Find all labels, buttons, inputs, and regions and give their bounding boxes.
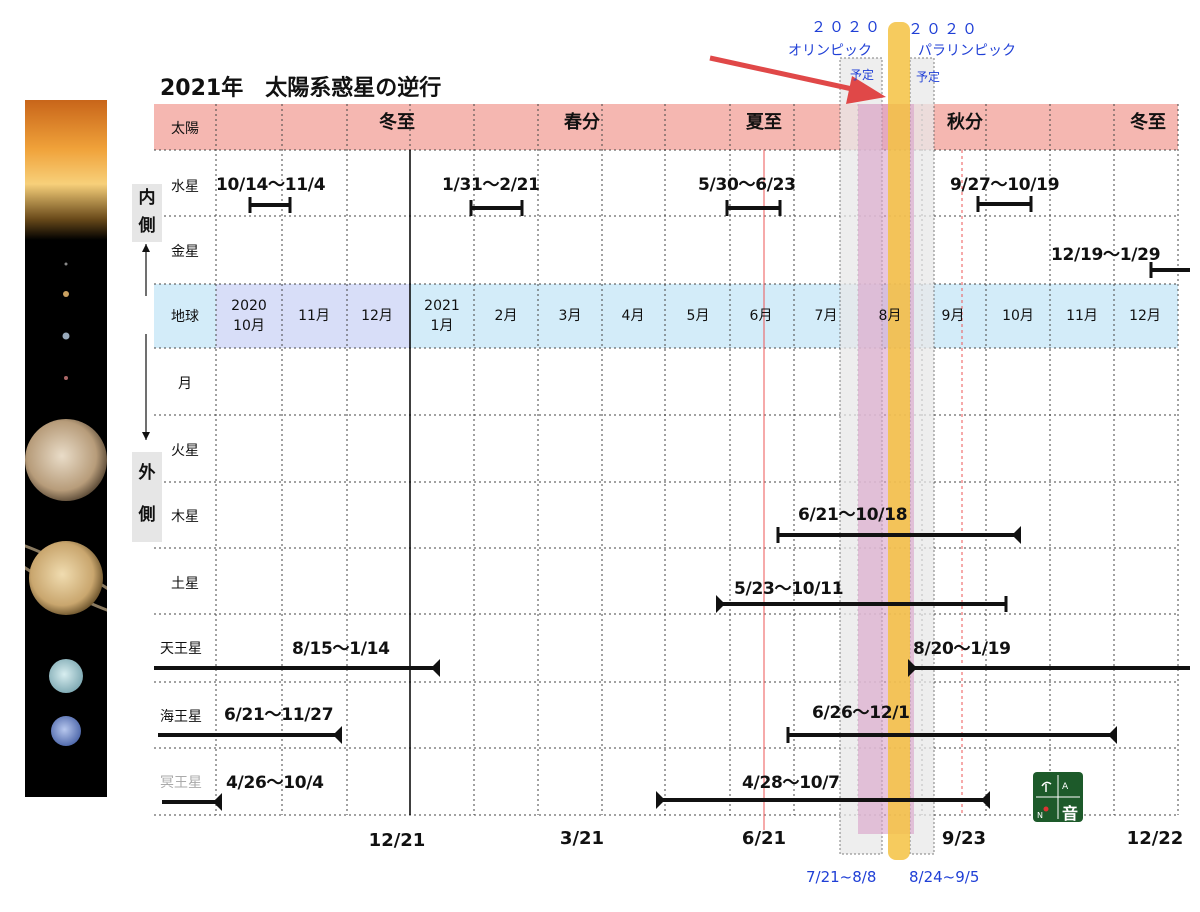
month-label: 12月: [361, 308, 393, 324]
uranus-disc: [49, 659, 83, 693]
mars-dot: [64, 376, 68, 380]
paralympics-title: パラリンピック: [918, 43, 1016, 59]
pointer-arrowhead: [846, 76, 886, 104]
row-label-moon: 月: [178, 376, 192, 392]
olympics-title: オリンピック: [788, 43, 872, 59]
saturn-disc: [29, 541, 103, 615]
month-label: 11月: [1066, 308, 1098, 324]
saturn-range-1: 5/23〜10/11: [734, 579, 844, 599]
olympics-year: ２０２０: [810, 18, 884, 36]
season-summer-solstice: 夏至: [746, 112, 782, 133]
row-label-mars: 火星: [171, 443, 199, 459]
neptune-disc: [51, 716, 81, 746]
highlight-yellow-bar: [888, 22, 910, 860]
row-label-earth: 地球: [171, 309, 199, 325]
bar-arrowhead: [981, 791, 990, 809]
season-autumn-equinox: 秋分: [947, 112, 983, 133]
earth-dot: [62, 332, 70, 340]
planet-image: [25, 100, 107, 746]
month-label: 6月: [749, 308, 773, 324]
mercury-range-4: 9/27〜10/19: [950, 175, 1060, 195]
sun-surface: [25, 100, 107, 240]
month-label: 3月: [558, 308, 582, 324]
jupiter-range-1: 6/21〜10/18: [798, 505, 908, 525]
logo: A N 音: [1033, 772, 1083, 823]
row-label-venus: 金星: [171, 244, 199, 260]
olympics-planned: 予定: [849, 68, 875, 82]
bar-arrowhead: [431, 659, 440, 677]
earth-band-2020: [216, 284, 410, 348]
row-label-sun: 太陽: [171, 121, 199, 137]
logo-mark: [1036, 775, 1080, 819]
date-autumn-equinox: 9/23: [941, 828, 987, 849]
inner-arrowhead: [142, 244, 150, 252]
bar-arrowhead: [1012, 526, 1021, 544]
neptune-range-1: 6/21〜11/27: [224, 705, 334, 725]
date-summer-solstice: 6/21: [741, 828, 787, 849]
bar-arrowhead: [656, 791, 665, 809]
logo-letter-n: N: [1037, 811, 1043, 820]
row-label-neptune: 海王星: [160, 709, 202, 725]
row-label-pluto: 冥王星: [160, 775, 202, 791]
month-label: 5月: [686, 308, 710, 324]
logo-kanji: 音: [1062, 804, 1079, 823]
date-spring-equinox: 3/21: [559, 828, 605, 849]
bar-arrowhead: [213, 793, 222, 811]
dot-icon: [1043, 806, 1049, 812]
bar-arrowhead: [333, 726, 342, 744]
venus-dot: [63, 291, 69, 297]
month-label: 8月: [878, 308, 902, 324]
bar-arrowhead: [908, 659, 917, 677]
mercury-range-3: 5/30〜6/23: [698, 175, 796, 195]
month-label: 4月: [621, 308, 645, 324]
row-label-saturn: 土星: [171, 576, 199, 592]
logo-letter-a: A: [1062, 782, 1069, 792]
month-label: 7月: [814, 308, 838, 324]
uranus-range-2: 8/20〜1/19: [913, 639, 1011, 659]
pluto-range-1: 4/26〜10/4: [226, 773, 324, 793]
month-label: 2020 10月: [231, 298, 267, 334]
paralympics-dates: 8/24~9/5: [909, 868, 980, 886]
outer-arrowhead: [142, 432, 150, 440]
season-winter-solstice-2: 冬至: [1130, 112, 1166, 133]
pluto-range-2: 4/28〜10/7: [742, 773, 840, 793]
outer-side-label: 外側: [132, 452, 162, 542]
month-label: 2月: [494, 308, 518, 324]
season-spring-equinox: 春分: [564, 112, 600, 133]
row-label-uranus: 天王星: [160, 641, 202, 657]
pointer-arrow-line: [709, 55, 867, 95]
row-label-mercury: 水星: [171, 179, 199, 195]
paralympics-planned: 予定: [915, 70, 941, 84]
bar-arrowhead: [716, 595, 725, 613]
bar-arrowhead: [1108, 726, 1117, 744]
mercury-range-1: 10/14〜11/4: [216, 175, 326, 195]
mercury-dot: [64, 262, 68, 266]
inner-side-label: 内側: [132, 184, 162, 242]
month-label: 11月: [298, 308, 330, 324]
page-title: 2021年 太陽系惑星の逆行: [160, 76, 442, 101]
date-winter-solstice-2: 12/22: [1126, 828, 1184, 849]
planet-image-strip: [25, 100, 107, 797]
month-label: 2021 1月: [424, 298, 460, 334]
uranus-range-1: 8/15〜1/14: [292, 639, 390, 659]
row-label-jupiter: 木星: [171, 509, 199, 525]
month-label: 12月: [1129, 308, 1161, 324]
mercury-range-2: 1/31〜2/21: [442, 175, 540, 195]
olympics-dates: 7/21~8/8: [806, 868, 877, 886]
sprout-icon: [1041, 781, 1052, 792]
date-winter-solstice: 12/21: [368, 830, 426, 851]
sun-band: [154, 104, 1178, 150]
month-label: 10月: [1002, 308, 1034, 324]
jupiter-disc: [25, 419, 107, 501]
venus-range-1: 12/19〜1/29: [1051, 245, 1161, 265]
neptune-range-2: 6/26〜12/1: [812, 703, 910, 723]
season-winter-solstice: 冬至: [379, 112, 415, 133]
paralympics-year: ２０２０: [907, 20, 981, 38]
month-label: 9月: [941, 308, 965, 324]
